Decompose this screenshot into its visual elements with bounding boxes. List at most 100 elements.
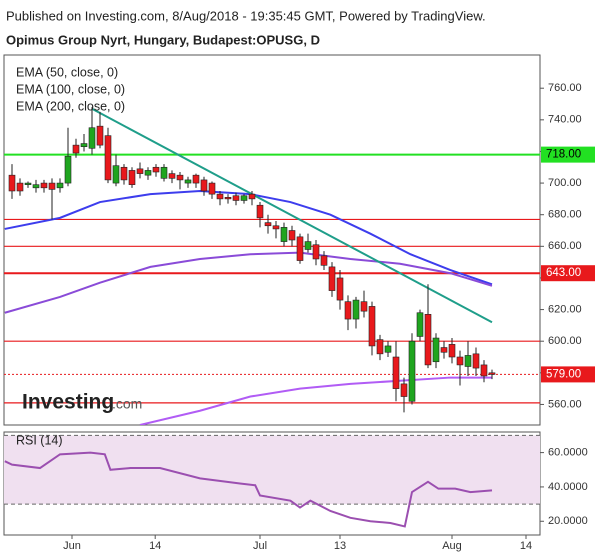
x-tick-label: 14 <box>149 540 161 552</box>
candle-body <box>240 195 248 201</box>
y-tick-label: 40.0000 <box>548 481 588 493</box>
candle-body <box>464 355 472 367</box>
y-tick-label: 20.0000 <box>548 515 588 527</box>
x-tick-label: 13 <box>334 540 346 552</box>
candle-body <box>448 344 456 358</box>
price-pane <box>3 54 541 426</box>
candle-body <box>200 179 208 192</box>
symbol-title: Opimus Group Nyrt, Hungary, Budapest:OPU… <box>6 32 320 47</box>
candle-body <box>352 299 360 320</box>
candle-body <box>368 306 376 347</box>
candle-body <box>344 301 352 320</box>
candle-body <box>120 166 128 181</box>
candle-body <box>256 204 264 219</box>
candle-body <box>360 301 368 312</box>
candle-body <box>176 174 184 181</box>
candle-body <box>480 364 488 377</box>
candle-body <box>8 174 16 192</box>
candle-body <box>136 168 144 174</box>
candle-body <box>328 266 336 291</box>
candle-body <box>128 170 136 185</box>
candle-body <box>440 347 448 353</box>
candle-body <box>224 197 232 200</box>
rsi-plot <box>4 434 540 528</box>
rsi-title: RSI (14) <box>16 433 63 447</box>
candle-body <box>80 143 88 148</box>
x-tick-label: 14 <box>520 540 532 552</box>
legend-entry: EMA (50, close, 0) <box>16 65 118 79</box>
candle-body <box>384 345 392 353</box>
candle-body <box>288 230 296 241</box>
trendline <box>91 107 493 324</box>
candle-body <box>184 179 192 184</box>
price-badge-label: 643.00 <box>546 267 581 279</box>
watermark-domain: .com <box>112 396 142 412</box>
axes: 560.00580.00600.00620.00640.00660.00680.… <box>63 82 595 552</box>
candle-body <box>216 193 224 200</box>
candle-body <box>152 166 160 173</box>
candle-body <box>32 184 40 189</box>
candle-body <box>400 383 408 397</box>
candle-body <box>296 236 304 261</box>
candle-body <box>112 165 120 184</box>
legend-entry: EMA (100, close, 0) <box>16 82 125 96</box>
candle-body <box>48 182 56 190</box>
candle-body <box>408 340 416 402</box>
candle-body <box>472 353 480 369</box>
candle-body <box>272 225 280 230</box>
candle-body <box>208 182 216 195</box>
candle-body <box>312 244 320 260</box>
series-line <box>4 189 493 286</box>
candle-body <box>144 170 152 176</box>
price-badge <box>541 265 595 282</box>
y-tick-label: 700.00 <box>548 177 582 189</box>
candle-body <box>160 166 168 179</box>
x-tick-label: Jun <box>63 540 81 552</box>
y-tick-label: 620.00 <box>548 303 582 315</box>
y-tick-label: 600.00 <box>548 335 582 347</box>
y-tick-label: 60.0000 <box>548 447 588 459</box>
candle-body <box>96 125 104 146</box>
y-tick-label: 760.00 <box>548 82 582 94</box>
candle-body <box>320 255 328 266</box>
candle-body <box>248 193 256 200</box>
candle-body <box>16 182 24 192</box>
candle-body <box>232 195 240 201</box>
series-line <box>4 451 493 528</box>
candle-body <box>392 356 400 389</box>
candle-body <box>104 135 112 181</box>
price-plot <box>4 107 540 425</box>
candle-body <box>280 227 288 242</box>
rsi-band <box>4 435 540 505</box>
candle-body <box>336 277 344 301</box>
watermark-brand: Investing <box>22 391 114 414</box>
series-line <box>4 251 493 314</box>
price-badge-label: 718.00 <box>546 149 581 161</box>
candle-body <box>264 222 272 227</box>
y-tick-label: 680.00 <box>548 209 582 221</box>
candle-body <box>432 337 440 363</box>
x-tick-label: Jul <box>253 540 267 552</box>
candle-body <box>72 144 80 154</box>
price-badge <box>541 146 595 163</box>
candle-body <box>456 356 464 366</box>
price-badge <box>541 366 595 383</box>
y-tick-label: 660.00 <box>548 240 582 252</box>
candle-body <box>192 174 200 184</box>
candle-body <box>64 155 72 184</box>
x-tick-label: Aug <box>442 540 462 552</box>
published-line: Published on Investing.com, 8/Aug/2018 -… <box>6 8 486 23</box>
candle-body <box>488 372 496 375</box>
y-tick-label: 740.00 <box>548 114 582 126</box>
legend-entry: EMA (200, close, 0) <box>16 99 125 113</box>
candle-body <box>56 182 64 189</box>
candle-body <box>40 182 48 189</box>
candle-body <box>168 173 176 179</box>
price-badge-label: 579.00 <box>546 368 581 380</box>
candle-body <box>24 182 32 185</box>
candle-body <box>376 339 384 355</box>
candle-body <box>424 314 432 366</box>
candle-body <box>304 241 312 250</box>
candle-body <box>416 312 424 337</box>
